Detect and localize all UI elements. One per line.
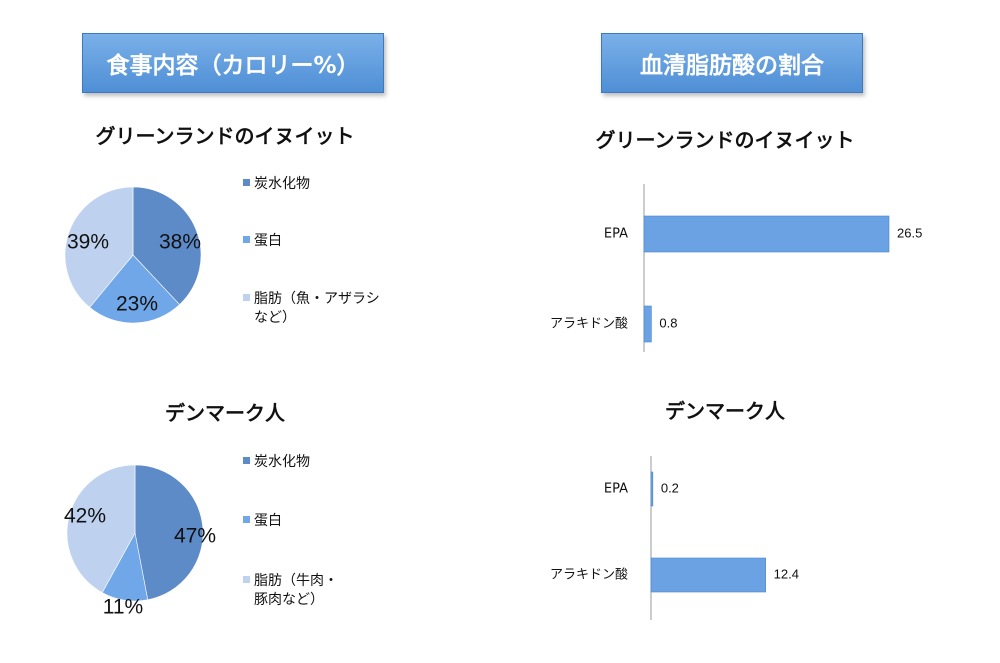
bar-value-label: 0.2	[661, 480, 679, 495]
bar-category-label: EPA	[604, 482, 628, 497]
bar-value-label: 26.5	[897, 225, 922, 240]
pie-slice	[66, 464, 136, 593]
legend-label: など）	[254, 310, 296, 326]
bar-value-label: 12.4	[774, 566, 799, 581]
right-header: 血清脂肪酸の割合	[601, 33, 863, 93]
pie-slice	[132, 186, 202, 305]
pie-value-label: 39%	[67, 231, 109, 254]
legend-label: 炭水化物	[254, 176, 310, 192]
legend-label: 脂肪（牛肉・	[254, 573, 338, 589]
pie-value-label: 42%	[64, 505, 106, 528]
pie-value-label: 11%	[103, 596, 143, 619]
legend-swatch	[243, 516, 250, 523]
legend-swatch	[243, 294, 250, 301]
bar-title-danes: デンマーク人	[665, 399, 785, 423]
pie-value-label: 38%	[159, 231, 201, 254]
pie-slice	[89, 254, 180, 324]
pie-title-danes: デンマーク人	[165, 401, 285, 425]
pie-slice	[64, 186, 134, 308]
left-header: 食事内容（カロリー%）	[82, 33, 384, 93]
pie-slice	[134, 464, 204, 601]
legend-label: 蛋白	[254, 513, 282, 529]
bar-category-label: アラキドン酸	[550, 317, 628, 332]
bar	[643, 215, 890, 253]
legend-swatch	[243, 457, 250, 464]
legend-swatch	[243, 576, 250, 583]
legend-label: 豚肉など）	[254, 592, 324, 608]
bar	[650, 557, 766, 593]
pie-value-label: 47%	[174, 525, 216, 548]
legend-swatch	[243, 236, 250, 243]
pie-title-inuit: グリーンランドのイヌイット	[95, 124, 355, 148]
pie-value-label: 23%	[116, 293, 158, 316]
legend-label: 炭水化物	[254, 454, 310, 470]
bar-value-label: 0.8	[659, 315, 677, 330]
legend-label: 脂肪（魚・アザラシ	[254, 291, 380, 307]
bar	[643, 305, 652, 343]
bar-title-inuit: グリーンランドのイヌイット	[595, 128, 855, 152]
bar	[650, 471, 654, 507]
bar-category-label: EPA	[604, 227, 628, 242]
legend-label: 蛋白	[254, 233, 282, 249]
legend-swatch	[243, 179, 250, 186]
bar-category-label: アラキドン酸	[550, 568, 628, 583]
